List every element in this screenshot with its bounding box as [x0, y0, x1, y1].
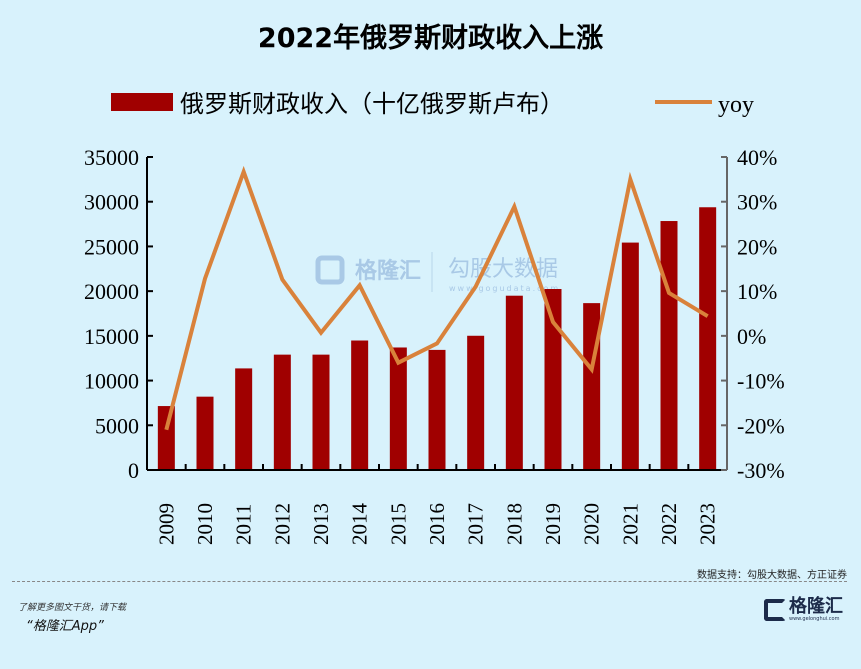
bar-2015 — [389, 347, 407, 470]
watermark-left: 格隆汇 — [355, 258, 421, 284]
x-tick-label: 2021 — [618, 503, 642, 545]
logo-icon — [764, 599, 786, 621]
bar-2019 — [544, 288, 562, 470]
bar-2022 — [660, 221, 678, 470]
x-tick-label: 2020 — [580, 503, 604, 545]
left-tick-label: 25000 — [84, 234, 139, 259]
left-tick-label: 15000 — [84, 324, 139, 349]
bar-2020 — [583, 303, 601, 470]
right-tick-label: 40% — [737, 145, 777, 170]
x-tick-label: 2015 — [386, 503, 410, 545]
x-tick-label: 2016 — [425, 503, 449, 545]
right-tick-label: -30% — [737, 458, 785, 483]
left-tick-label: 10000 — [84, 369, 139, 394]
x-tick-label: 2023 — [696, 503, 720, 545]
left-tick-label: 0 — [128, 458, 139, 483]
right-tick-label: 0% — [737, 324, 766, 349]
left-tick-label: 20000 — [84, 279, 139, 304]
data-source: 数据支持：勾股大数据、方正证券 — [697, 570, 847, 581]
left-tick-label: 30000 — [84, 190, 139, 215]
legend-bar-label: 俄罗斯财政收入（十亿俄罗斯卢布） — [180, 90, 564, 118]
bar-2016 — [428, 349, 446, 470]
bar-2010 — [196, 396, 214, 470]
bar-2023 — [699, 207, 717, 470]
divider — [12, 581, 847, 582]
x-tick-label: 2012 — [270, 503, 294, 545]
logo-url: www.gelonghui.com — [789, 616, 840, 622]
right-tick-label: -10% — [737, 369, 785, 394]
x-tick-label: 2011 — [232, 504, 256, 545]
promo-app: “格隆汇App” — [26, 619, 104, 634]
bar-2014 — [351, 340, 369, 470]
bar-2018 — [505, 295, 523, 470]
x-tick-label: 2010 — [193, 503, 217, 545]
watermark-logo-icon — [315, 255, 345, 285]
x-tick-label: 2014 — [348, 503, 372, 546]
left-tick-label: 5000 — [95, 413, 139, 438]
x-tick-label: 2017 — [464, 503, 488, 545]
watermark-url: www.gogudata.com — [449, 284, 560, 293]
x-tick-label: 2018 — [502, 503, 526, 545]
chart-title: 2022年俄罗斯财政收入上涨 — [257, 23, 604, 54]
logo-name: 格隆汇 — [789, 596, 843, 617]
x-tick-label: 2013 — [309, 503, 333, 545]
x-tick-label: 2009 — [154, 503, 178, 545]
bar-2012 — [273, 354, 291, 470]
right-tick-label: -20% — [737, 413, 785, 438]
bar-2021 — [621, 242, 639, 470]
bar-2013 — [312, 354, 330, 470]
x-tick-label: 2022 — [657, 503, 681, 545]
legend-line-label: yoy — [718, 92, 754, 118]
right-tick-label: 10% — [737, 279, 777, 304]
right-tick-label: 30% — [737, 190, 777, 215]
bar-2017 — [467, 335, 485, 470]
legend-bar-swatch — [111, 93, 173, 111]
watermark-right: 勾股大数据 — [448, 257, 558, 282]
x-tick-label: 2019 — [541, 503, 565, 545]
bar-2009 — [157, 406, 175, 470]
gelonghui-logo: 格隆汇 www.gelonghui.com — [764, 598, 843, 622]
right-tick-label: 20% — [737, 234, 777, 259]
left-tick-label: 35000 — [84, 145, 139, 170]
promo-text: 了解更多图文干货，请下载 — [18, 603, 127, 613]
bar-2011 — [235, 368, 253, 470]
